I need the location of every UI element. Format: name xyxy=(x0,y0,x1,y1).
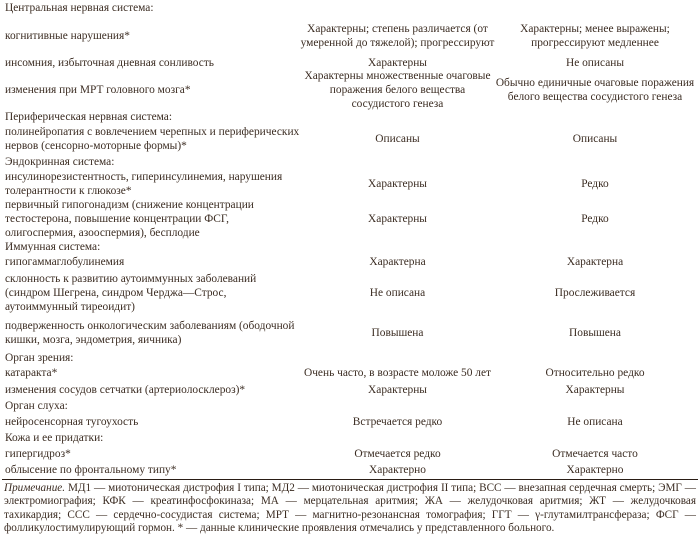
md2-value: Обычно единичные очаговые поражения бело… xyxy=(495,77,695,103)
clinical-comparison-table: Центральная нервная система: когнитивные … xyxy=(0,0,700,478)
md1-value: Описаны xyxy=(375,133,420,145)
md1-value: Характерны xyxy=(368,213,427,225)
md2-value: Редко xyxy=(581,213,609,225)
md2-value: Характерна xyxy=(566,256,624,268)
section-header-row: Иммунная система: xyxy=(0,240,700,254)
footnote-text: МД1 — миотоническая дистрофия I типа; МД… xyxy=(4,482,696,534)
table-row: склонность к развитию аутоиммунных забол… xyxy=(0,270,700,316)
section-header-row: Периферическая нервная система: xyxy=(0,110,700,124)
md1-value: Встречается редко xyxy=(352,416,443,428)
md2-value: Характерно xyxy=(566,464,624,476)
md1-value: Характерны xyxy=(368,383,427,396)
md1-value: Не описана xyxy=(369,287,426,299)
table-row: инсулинорезистентность, гиперинсулинемия… xyxy=(0,170,700,198)
table-row: инсомния, избыточная дневная сонливость Х… xyxy=(0,56,700,70)
md1-value: Повышена xyxy=(371,327,424,339)
table-row: изменения при МРТ головного мозга* Характ… xyxy=(0,70,700,110)
table-row: нейросенсорная тугоухость Встречается ред… xyxy=(0,414,700,430)
section-header-row: Орган слуха: xyxy=(0,398,700,414)
table-row: катаракта* Очень часто, в возрасте моложе… xyxy=(0,365,700,381)
row-label: склонность к развитию аутоиммунных забол… xyxy=(5,273,257,313)
row-label: подверженность онкологическим заболевани… xyxy=(5,320,295,346)
md1-value: Характерна xyxy=(369,256,426,268)
md2-value: Относительно редко xyxy=(545,367,645,379)
md2-value: Описаны xyxy=(572,133,618,145)
row-label: инсулинорезистентность, гиперинсулинемия… xyxy=(5,171,283,197)
row-label: Центральная нервная система: xyxy=(5,1,154,14)
table-row: подверженность онкологическим заболевани… xyxy=(0,316,700,350)
section-header-row: Центральная нервная система: xyxy=(0,0,700,15)
section-header-row: Орган зрения: xyxy=(0,350,700,365)
row-label: катаракта* xyxy=(5,367,58,379)
table-bottom-rule xyxy=(2,479,698,480)
section-header-row: Кожа и ее придатки: xyxy=(0,430,700,446)
row-label: гипергидроз* xyxy=(5,448,71,460)
row-label: изменения при МРТ головного мозга* xyxy=(5,84,191,96)
md2-value: Отмечается часто xyxy=(552,448,638,460)
row-label: изменения сосудов сетчатки (артериолоскл… xyxy=(5,383,246,396)
table-row: полинейропатия с вовлечением черепных и … xyxy=(0,124,700,154)
row-label: инсомния, избыточная дневная сонливость xyxy=(5,57,214,69)
table-row: когнитивные нарушения* Характерны; степен… xyxy=(0,15,700,56)
table-row: гипергидроз* Отмечается редко Отмечается ч… xyxy=(0,446,700,462)
row-label: Орган зрения: xyxy=(5,351,74,364)
md2-value: Характерны xyxy=(565,383,625,396)
row-label: Орган слуха: xyxy=(5,400,68,412)
md1-value: Характерны xyxy=(368,178,427,190)
md2-value: Не описана xyxy=(567,416,623,428)
md2-value: Прослеживается xyxy=(554,287,636,299)
md1-value: Очень часто, в возрасте моложе 50 лет xyxy=(303,367,492,379)
row-label: Эндокринная система: xyxy=(5,156,115,168)
table-row: гипогаммаглобулинемия Характерна Характерн… xyxy=(0,254,700,270)
table-row: облысение по фронтальному типу* Характерн… xyxy=(0,462,700,478)
md1-value: Характерны множественные очаговые пораже… xyxy=(304,70,491,110)
md1-value: Характерно xyxy=(369,464,426,476)
row-label: первичный гипогонадизм (снижение концент… xyxy=(5,199,254,239)
table-row: изменения сосудов сетчатки (артериолоскл… xyxy=(0,381,700,398)
md2-value: Не описаны xyxy=(565,57,624,69)
md2-value: Повышена xyxy=(569,327,621,339)
row-label: Периферическая нервная система: xyxy=(5,111,172,123)
md1-value: Характерны; степень различается (от умер… xyxy=(300,22,495,49)
footnote-prefix: Примечание. xyxy=(4,482,66,494)
row-label: нейросенсорная тугоухость xyxy=(5,416,139,428)
section-header-row: Эндокринная система: xyxy=(0,154,700,170)
md2-value: Редко xyxy=(581,178,609,190)
md2-value: Характерны; менее выражены; прогрессирую… xyxy=(520,22,670,49)
row-label: облысение по фронтальному типу* xyxy=(5,464,177,476)
md1-value: Характерны xyxy=(368,57,427,69)
md1-value: Отмечается редко xyxy=(354,448,441,460)
row-label: когнитивные нарушения* xyxy=(5,29,130,42)
table-row: первичный гипогонадизм (снижение концент… xyxy=(0,198,700,240)
row-label: Иммунная система: xyxy=(5,241,101,253)
row-label: Кожа и ее придатки: xyxy=(5,432,104,444)
row-label: полинейропатия с вовлечением черепных и … xyxy=(5,126,300,152)
row-label: гипогаммаглобулинемия xyxy=(5,256,125,268)
table-footnote: Примечание. МД1 — миотоническая дистрофи… xyxy=(0,482,700,535)
